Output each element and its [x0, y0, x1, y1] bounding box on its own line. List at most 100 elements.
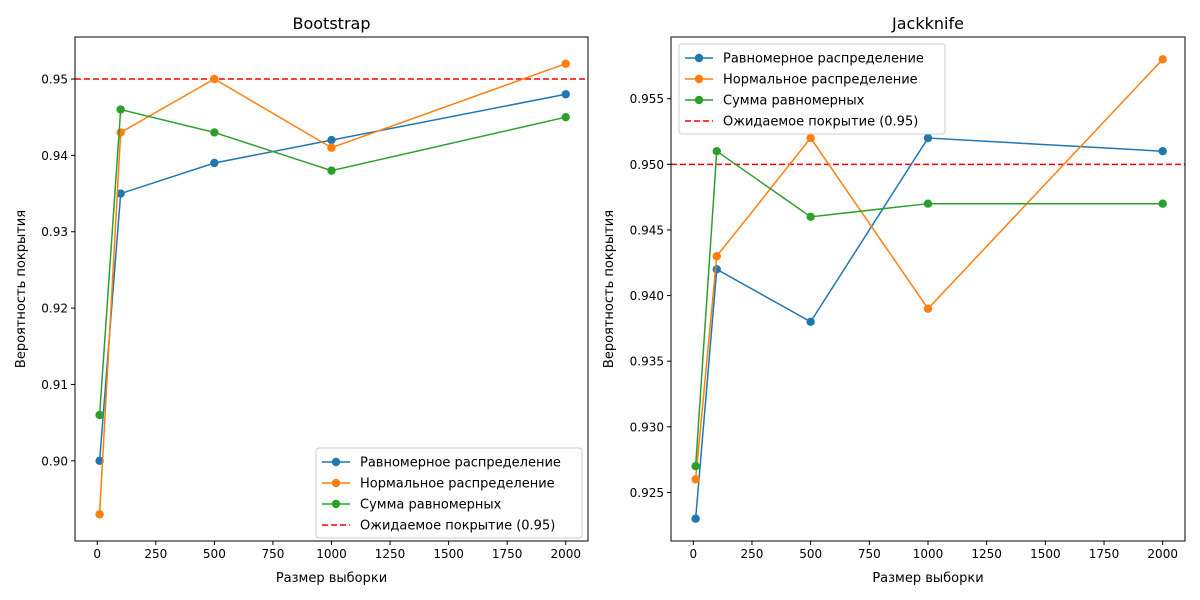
legend-label: Сумма равномерных [360, 498, 502, 513]
series-3 [691, 146, 1167, 471]
legend: Равномерное распределение Нормальное расп… [678, 43, 946, 135]
legend-box [678, 43, 946, 135]
data-point [691, 461, 700, 471]
data-point [1158, 55, 1167, 64]
legend-label: Нормальное распределение [723, 73, 918, 88]
y-tick-label: 0.930 [630, 420, 664, 434]
series-2 [95, 59, 570, 519]
y-tick-label: 0.950 [630, 158, 664, 172]
legend-swatch-marker [694, 95, 704, 105]
legend-item: Равномерное распределение [322, 456, 561, 471]
legend-item: Равномерное распределение [685, 52, 924, 67]
y-tick-label: 0.95 [41, 73, 68, 87]
y-tick-label: 0.940 [630, 289, 664, 303]
data-point [561, 112, 570, 122]
series-2 [691, 55, 1167, 484]
legend-label: Равномерное распределение [723, 52, 924, 67]
legend-swatch-marker [694, 53, 704, 63]
data-point [561, 90, 570, 99]
data-point [327, 135, 336, 145]
legend-label: Ожидаемое покрытие (0.95) [723, 115, 918, 130]
x-tick-label: 2000 [550, 547, 581, 561]
x-tick-label: 1000 [913, 547, 944, 561]
data-point [116, 105, 125, 114]
axis-ticks: 0 250 500 750 1000 1250 1500 1750 2000 0.925 0.930… [630, 92, 1178, 561]
y-tick-label: 0.91 [41, 378, 68, 392]
legend-item: Сумма равномерных [685, 94, 865, 109]
y-tick-label: 0.935 [630, 355, 664, 369]
legend-box [315, 447, 583, 539]
data-point [95, 410, 104, 420]
x-tick-label: 750 [858, 547, 881, 561]
x-tick-label: 1500 [433, 547, 464, 561]
jackknife-chart: Jackknife Размер выборки Вероятность пок… [602, 14, 1186, 586]
x-tick-label: 250 [144, 547, 167, 561]
series-3 [95, 105, 570, 420]
data-point [116, 128, 125, 137]
data-point [712, 265, 721, 274]
series-1 [95, 90, 570, 466]
y-tick-label: 0.925 [630, 486, 664, 500]
legend-item: Ожидаемое покрытие (0.95) [685, 115, 918, 130]
x-tick-label: 500 [799, 547, 822, 561]
legend-item: Нормальное распределение [322, 477, 555, 492]
data-point [327, 166, 336, 175]
y-tick-label: 0.92 [41, 302, 68, 316]
x-tick-label: 1250 [971, 547, 1002, 561]
legend: Равномерное распределение Нормальное расп… [315, 447, 583, 539]
legend-label: Нормальное распределение [360, 477, 555, 492]
legend-swatch-marker [694, 74, 704, 84]
data-point [923, 304, 933, 313]
y-tick-label: 0.945 [630, 223, 664, 237]
legend-label: Равномерное распределение [360, 456, 561, 471]
data-point [806, 133, 815, 143]
data-point [210, 158, 219, 168]
axes-frame [670, 36, 1186, 542]
data-point [1158, 199, 1167, 208]
x-tick-label: 1750 [492, 547, 523, 561]
legend-item: Сумма равномерных [322, 498, 502, 513]
data-point [691, 475, 700, 484]
data-point [691, 514, 700, 523]
legend-label: Сумма равномерных [723, 94, 865, 109]
axis-ticks: 0 250 500 750 1000 1250 1500 1750 2000 0.90 0.91 0.… [41, 73, 581, 562]
data-point [1158, 146, 1167, 156]
y-tick-label: 0.90 [41, 454, 68, 468]
data-point [210, 74, 219, 84]
legend-label: Ожидаемое покрытие (0.95) [360, 519, 555, 534]
x-tick-label: 2000 [1147, 547, 1178, 561]
bootstrap-chart: Bootstrap Размер выборки Вероятность пок… [14, 14, 589, 586]
chart-title: Bootstrap [293, 14, 371, 33]
chart-title: Jackknife [891, 14, 964, 33]
data-point [712, 146, 721, 156]
x-tick-label: 0 [93, 547, 101, 561]
x-axis-label: Размер выборки [872, 571, 983, 586]
x-tick-label: 250 [741, 547, 764, 561]
x-tick-label: 1750 [1089, 547, 1120, 561]
data-point [561, 59, 570, 68]
data-point [712, 251, 721, 261]
x-tick-label: 1500 [1030, 547, 1061, 561]
legend-item: Нормальное распределение [685, 73, 918, 88]
data-point [806, 212, 815, 222]
legend-item: Ожидаемое покрытие (0.95) [322, 519, 555, 534]
y-tick-label: 0.955 [630, 92, 664, 106]
data-point [806, 317, 815, 327]
x-tick-label: 500 [203, 547, 226, 561]
data-point [95, 510, 104, 519]
data-point [116, 189, 125, 198]
y-tick-label: 0.94 [41, 149, 68, 163]
x-tick-label: 1250 [375, 547, 406, 561]
plot-area [75, 59, 588, 519]
y-tick-label: 0.93 [41, 225, 68, 239]
data-point [923, 199, 933, 208]
legend-swatch-marker [331, 499, 341, 509]
plot-area [671, 55, 1185, 523]
legend-swatch-marker [331, 478, 341, 488]
legend-swatch-marker [331, 457, 341, 467]
data-point [923, 133, 933, 143]
axes-frame [74, 36, 589, 542]
x-tick-label: 750 [261, 547, 284, 561]
